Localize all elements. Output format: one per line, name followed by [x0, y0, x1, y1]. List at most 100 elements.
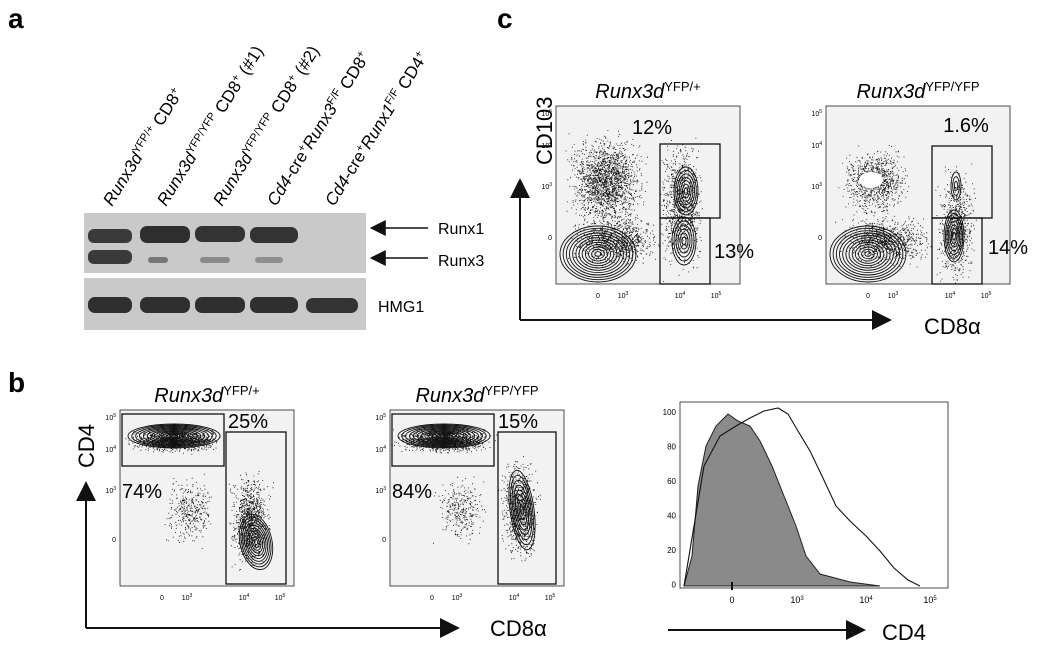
contour-line	[139, 426, 209, 446]
c-yaxis-label: CD103	[532, 97, 557, 165]
hist-xtick: 0	[729, 595, 734, 605]
contour-line	[401, 424, 487, 448]
contour-line	[950, 228, 958, 244]
event-dots	[838, 145, 910, 218]
gap-hole	[859, 172, 883, 188]
event-dots	[568, 213, 669, 268]
tick-label: 0	[866, 293, 870, 300]
contour-line	[162, 432, 186, 440]
tick-label: 104	[105, 445, 116, 454]
contour-line	[158, 431, 190, 441]
tick-label: 105	[375, 413, 386, 422]
contour-line	[584, 244, 612, 264]
hist-ytick: 100	[663, 408, 677, 417]
b2-cd8-pct: 15%	[498, 411, 538, 433]
hist-open-series	[683, 407, 921, 587]
tick-label: 104	[541, 141, 552, 150]
panel-c-plots: Runx3dYFP/+ 105 104 103 0 0 103 104 105 12% 13% Run…	[541, 79, 1028, 301]
contour-line	[169, 434, 179, 438]
contour-line	[944, 213, 964, 259]
contour-line	[397, 423, 491, 449]
contour-line	[508, 469, 536, 551]
contour-line	[562, 227, 634, 281]
tick-label: 103	[888, 291, 899, 300]
lane-labels: Runx3dYFP/+ CD8+Runx3dYFP/YFP CD8+ (#1)R…	[99, 43, 431, 210]
hist-ytick: 80	[667, 443, 676, 452]
gate-cd4	[121, 413, 225, 467]
tick-label: 104	[239, 593, 250, 602]
contour-line	[675, 169, 697, 213]
contour-line	[250, 533, 262, 551]
tick-label: 103	[182, 593, 193, 602]
contour-line	[154, 430, 194, 442]
contour-line	[858, 246, 878, 262]
lane-label: Cd4-cre+Runx1F/F CD4+	[321, 48, 431, 209]
contour-line	[253, 538, 259, 546]
c1-top-pct: 12%	[632, 117, 672, 139]
tick-label: 0	[160, 595, 164, 602]
contour-line	[242, 519, 270, 565]
contour-line	[673, 166, 699, 216]
tick-label: 0	[430, 595, 434, 602]
contour-line	[675, 224, 693, 258]
hist-xaxis-label: CD4	[882, 620, 926, 645]
contour-line	[514, 489, 530, 531]
contour-line	[864, 251, 872, 257]
plot-frame	[555, 105, 741, 285]
contour-line	[127, 423, 221, 449]
band-runx1-label: Runx1	[438, 221, 484, 238]
contour-line	[949, 224, 959, 248]
c1-bottom-pct: 13%	[714, 241, 754, 263]
contour-line	[952, 231, 956, 241]
contour-line	[673, 220, 695, 262]
b-xaxis-label: CD8α	[490, 616, 547, 641]
plot-title: Runx3dYFP/+	[154, 383, 259, 408]
lane-label: Runx3dYFP/YFP CD8+ (#2)	[209, 43, 323, 210]
contour-line	[142, 427, 206, 445]
contour-line	[165, 433, 183, 439]
hist-xtick: 103	[790, 595, 804, 605]
contour-line	[848, 239, 888, 269]
tick-label: 105	[711, 291, 722, 300]
b-yaxis-label: CD4	[74, 424, 99, 468]
contour-line	[683, 187, 689, 195]
tick-label: 0	[382, 537, 386, 544]
event-dots	[835, 212, 940, 268]
contour-line	[412, 427, 476, 445]
contour-line	[435, 433, 453, 439]
hist-ytick: 0	[672, 581, 677, 590]
contour-line	[432, 432, 456, 440]
contour-line	[845, 237, 891, 271]
tick-label: 103	[375, 486, 386, 495]
contour-line	[569, 232, 627, 276]
event-dots	[164, 473, 212, 549]
contour-line	[420, 429, 468, 443]
plot-title: Runx3dYFP/YFP	[415, 383, 538, 408]
event-dots	[658, 137, 703, 282]
contour-line	[671, 216, 697, 266]
contour-line	[510, 474, 534, 546]
tick-label: 0	[818, 235, 822, 242]
hist-xtick: 104	[859, 595, 873, 605]
gel-upper	[84, 213, 366, 273]
contour-line	[428, 431, 460, 441]
panel-a-label: a	[8, 3, 24, 34]
contour-line	[146, 428, 202, 444]
b1-cd4-pct: 74%	[122, 481, 162, 503]
contour-line	[131, 424, 217, 448]
contour-line	[851, 241, 885, 267]
hist-ytick: 40	[667, 512, 676, 521]
gate-bottom	[659, 217, 711, 285]
b2-cd4-pct: 84%	[392, 481, 432, 503]
contour-line	[252, 536, 260, 548]
hist-xtick: 105	[923, 595, 937, 605]
contour-line	[575, 237, 621, 271]
plot-title: Runx3dYFP/YFP	[856, 79, 979, 104]
gate-cd8	[225, 431, 287, 585]
event-dots	[498, 456, 541, 562]
contour-line	[842, 234, 894, 274]
c-xaxis-label: CD8α	[924, 314, 981, 339]
b1-cd8-pct: 25%	[228, 411, 268, 433]
event-dots	[935, 163, 977, 284]
